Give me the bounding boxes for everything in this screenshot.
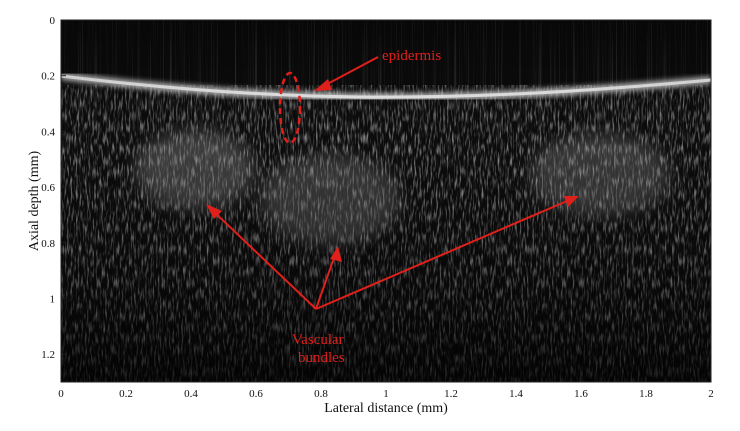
x-tick-label: 0.6 — [249, 388, 263, 400]
x-tick-label: 2 — [708, 388, 714, 400]
epidermis-arrowhead — [314, 79, 332, 91]
x-tick-label: 0.2 — [119, 388, 133, 400]
y-tick-label: 1.2 — [41, 349, 55, 361]
x-axis-ticks: 0 0.2 0.4 0.6 0.8 1 1.2 1.4 1.6 1.8 2 — [58, 377, 714, 400]
vascular-arrow-right — [315, 197, 575, 310]
y-tick-label: 0.8 — [41, 238, 55, 250]
vascular-arrowhead-right — [564, 196, 579, 207]
vascular-arrowhead-middle — [330, 246, 342, 262]
y-tick-label: 0 — [50, 15, 56, 27]
epidermis-dashed-ellipse — [278, 71, 302, 145]
x-tick-label: 1.2 — [444, 388, 458, 400]
x-tick-label: 1.8 — [639, 388, 653, 400]
y-axis-label: Axial depth (mm) — [27, 151, 42, 252]
y-axis-ticks: 0 0.2 0.4 0.6 0.8 1 1.2 — [41, 15, 66, 361]
y-tick-label: 0.4 — [41, 126, 55, 138]
vascular-arrowhead-left — [206, 204, 222, 219]
vascular-label-line1: Vascular — [292, 332, 344, 348]
x-axis-label: Lateral distance (mm) — [324, 401, 448, 416]
x-tick-label: 1.4 — [509, 388, 523, 400]
vascular-arrow-left — [209, 207, 317, 310]
x-tick-label: 0.4 — [184, 388, 198, 400]
vascular-label-line2: bundles — [298, 350, 345, 366]
vascular-arrow-middle — [315, 251, 337, 310]
x-tick-label: 0 — [58, 388, 64, 400]
y-tick-label: 1 — [50, 293, 56, 305]
epidermis-label: epidermis — [382, 48, 441, 64]
x-tick-label: 0.8 — [314, 388, 328, 400]
oct-image — [61, 20, 711, 382]
y-tick-label: 0.2 — [41, 71, 55, 83]
epidermis-annotation: epidermis — [278, 48, 441, 145]
x-tick-label: 1.6 — [574, 388, 588, 400]
y-tick-label: 0.6 — [41, 182, 55, 194]
x-tick-label: 1 — [383, 388, 389, 400]
vascular-annotation: Vascular bundles — [206, 196, 579, 366]
